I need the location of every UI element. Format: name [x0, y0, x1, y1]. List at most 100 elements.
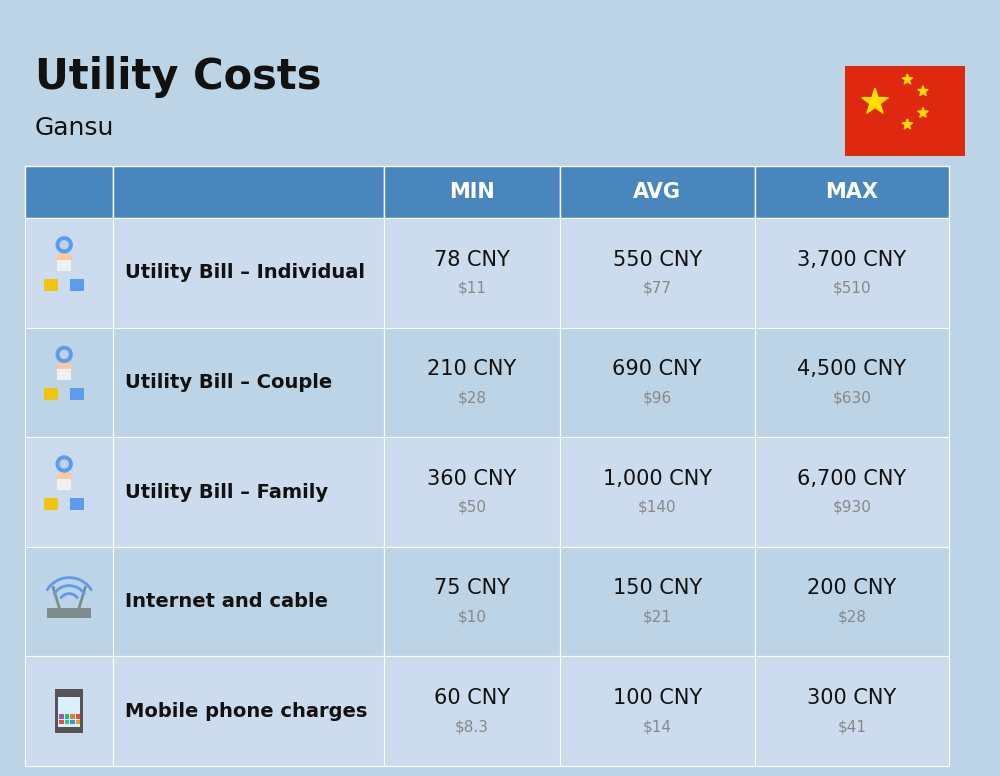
Bar — [65, 714, 69, 719]
Text: $630: $630 — [833, 390, 871, 405]
Text: 4,500 CNY: 4,500 CNY — [797, 359, 907, 379]
Bar — [44, 279, 58, 291]
Text: MAX: MAX — [825, 182, 878, 202]
Bar — [560, 547, 755, 656]
Bar — [59, 714, 64, 719]
Circle shape — [60, 351, 68, 359]
Bar — [25, 327, 113, 437]
Text: 100 CNY: 100 CNY — [613, 688, 702, 708]
Circle shape — [56, 346, 72, 362]
Bar — [25, 437, 113, 547]
Text: 60 CNY: 60 CNY — [434, 688, 510, 708]
Text: 690 CNY: 690 CNY — [612, 359, 702, 379]
Bar — [113, 166, 384, 218]
Bar — [560, 327, 755, 437]
Bar — [57, 260, 71, 271]
Bar — [47, 608, 91, 618]
Text: $8.3: $8.3 — [455, 719, 489, 734]
Bar — [560, 166, 755, 218]
Text: $21: $21 — [643, 609, 672, 625]
Text: 6,700 CNY: 6,700 CNY — [797, 469, 907, 489]
Bar — [755, 166, 949, 218]
Circle shape — [57, 362, 71, 376]
Text: Mobile phone charges: Mobile phone charges — [125, 702, 368, 721]
Bar — [57, 479, 71, 490]
Bar — [384, 218, 560, 327]
Bar — [384, 437, 560, 547]
Bar — [755, 547, 949, 656]
Bar — [384, 166, 560, 218]
Text: 300 CNY: 300 CNY — [807, 688, 897, 708]
Bar — [25, 218, 113, 327]
Text: $77: $77 — [643, 281, 672, 296]
Bar — [55, 689, 83, 733]
Bar — [76, 714, 80, 719]
Bar — [25, 547, 113, 656]
Text: Utility Bill – Family: Utility Bill – Family — [125, 483, 328, 501]
Bar — [384, 327, 560, 437]
Circle shape — [57, 471, 71, 485]
Polygon shape — [918, 107, 928, 117]
Text: 200 CNY: 200 CNY — [807, 578, 897, 598]
Bar — [70, 389, 84, 400]
Bar — [384, 547, 560, 656]
Bar — [58, 697, 80, 727]
Text: $28: $28 — [837, 609, 866, 625]
Bar — [25, 166, 113, 218]
Bar — [44, 498, 58, 510]
Text: 150 CNY: 150 CNY — [613, 578, 702, 598]
Polygon shape — [902, 119, 913, 129]
Polygon shape — [862, 88, 888, 113]
Bar — [113, 327, 384, 437]
Circle shape — [56, 456, 72, 472]
Bar — [70, 719, 75, 724]
Polygon shape — [902, 74, 913, 84]
Text: Utility Costs: Utility Costs — [35, 56, 322, 98]
Text: $96: $96 — [643, 390, 672, 405]
Bar — [70, 498, 84, 510]
Text: $10: $10 — [457, 609, 486, 625]
Text: $14: $14 — [643, 719, 672, 734]
Text: 1,000 CNY: 1,000 CNY — [603, 469, 712, 489]
Bar — [113, 547, 384, 656]
Text: Internet and cable: Internet and cable — [125, 592, 328, 611]
Bar — [59, 719, 64, 724]
Bar — [755, 218, 949, 327]
Text: Utility Bill – Individual: Utility Bill – Individual — [125, 263, 365, 282]
Bar — [44, 389, 58, 400]
Text: $930: $930 — [833, 500, 871, 514]
Bar — [65, 719, 69, 724]
Text: MIN: MIN — [449, 182, 495, 202]
Text: 78 CNY: 78 CNY — [434, 250, 510, 269]
Bar — [560, 437, 755, 547]
Bar — [560, 218, 755, 327]
Text: 75 CNY: 75 CNY — [434, 578, 510, 598]
Bar — [384, 656, 560, 766]
Text: Utility Bill – Couple: Utility Bill – Couple — [125, 373, 333, 392]
Circle shape — [60, 241, 68, 249]
Text: 550 CNY: 550 CNY — [613, 250, 702, 269]
Bar — [70, 714, 75, 719]
Bar — [755, 437, 949, 547]
Bar — [113, 437, 384, 547]
Bar — [76, 719, 80, 724]
Bar — [113, 656, 384, 766]
Text: AVG: AVG — [633, 182, 681, 202]
Text: 3,700 CNY: 3,700 CNY — [797, 250, 907, 269]
Bar — [70, 279, 84, 291]
Text: 360 CNY: 360 CNY — [427, 469, 517, 489]
Polygon shape — [918, 85, 928, 95]
Circle shape — [56, 237, 72, 253]
Text: $41: $41 — [837, 719, 866, 734]
Bar — [560, 656, 755, 766]
Bar — [755, 327, 949, 437]
Text: $510: $510 — [833, 281, 871, 296]
Text: $140: $140 — [638, 500, 677, 514]
Circle shape — [57, 251, 71, 266]
Text: $11: $11 — [457, 281, 486, 296]
Bar — [113, 218, 384, 327]
Text: $50: $50 — [457, 500, 486, 514]
Bar — [25, 656, 113, 766]
Bar — [755, 656, 949, 766]
Text: 210 CNY: 210 CNY — [427, 359, 517, 379]
